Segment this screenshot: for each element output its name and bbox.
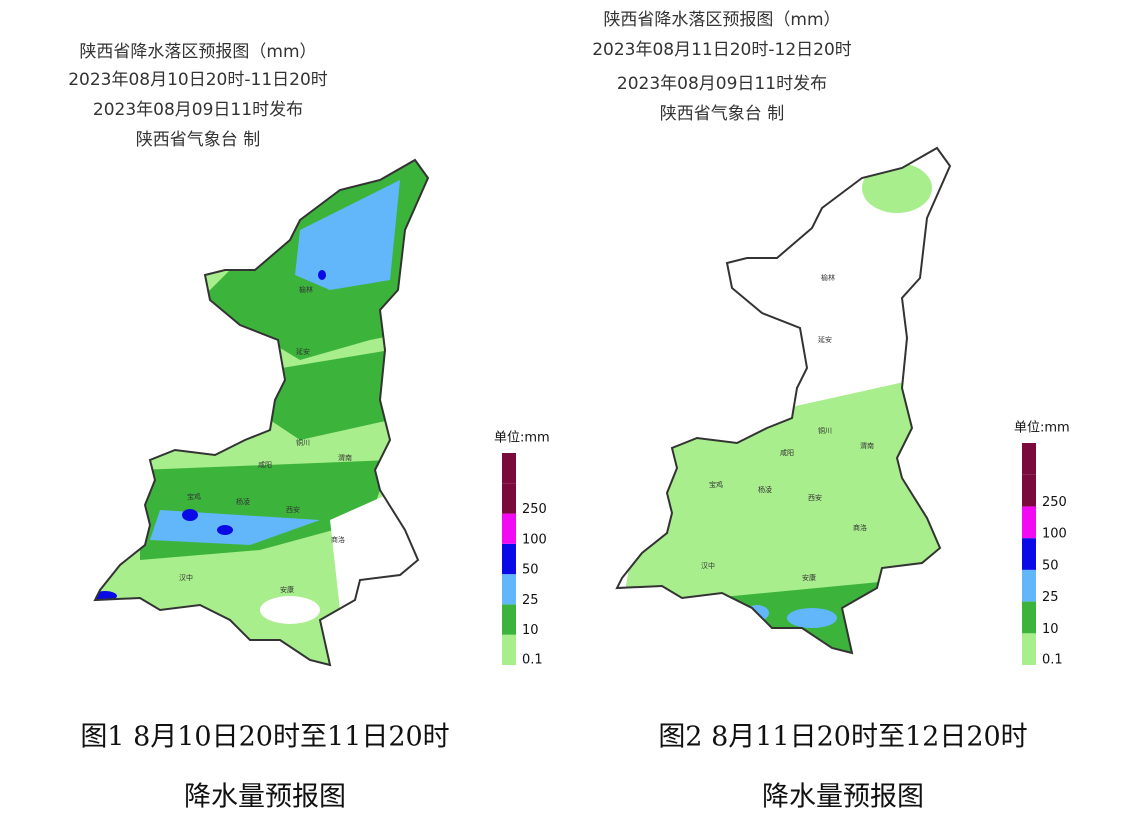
city-label: 延安 (296, 347, 310, 356)
city-label: 商洛 (331, 535, 345, 544)
legend-unit: 单位:mm (494, 431, 550, 446)
legend-swatch (502, 543, 516, 575)
city-label: 西安 (808, 493, 822, 502)
map-title: 2023年08月11日20时-12日20时 (592, 40, 852, 60)
map-title: 陕西省降水落区预报图（mm） (79, 42, 316, 62)
city-label: 宝鸡 (709, 480, 723, 489)
caption: 图1 8月10日20时至11日20时 (80, 722, 449, 753)
legend-label: 50 (1042, 558, 1059, 573)
city-label: 汉中 (179, 573, 193, 582)
map-1 (95, 160, 428, 665)
legend-label: 10 (1042, 622, 1059, 637)
legend-swatch (502, 483, 516, 514)
city-label: 西安 (286, 505, 300, 514)
legend-swatch (502, 513, 516, 544)
city-label: 咸阳 (780, 448, 794, 457)
city-label: 宝鸡 (187, 492, 201, 501)
legend-swatch (1022, 569, 1036, 602)
legend-label: 100 (1042, 527, 1067, 542)
legend-label: 50 (522, 563, 539, 578)
map-2 (616, 147, 951, 654)
legend-label: 0.1 (1042, 653, 1063, 668)
legend-swatch (1022, 538, 1036, 570)
legend-swatch (1022, 633, 1036, 665)
legend-swatch (502, 574, 516, 605)
legend-label: 250 (1042, 495, 1067, 510)
legend-swatch (502, 453, 516, 484)
legend-unit: 单位:mm (1014, 421, 1070, 436)
legend-swatch (1022, 601, 1036, 634)
city-label: 咸阳 (258, 460, 272, 469)
city-label: 延安 (818, 335, 832, 344)
legend-label: 25 (522, 593, 539, 608)
legend-swatch (1022, 474, 1036, 507)
city-label: 汉中 (701, 561, 715, 570)
map-title: 2023年08月09日11时发布 (617, 74, 827, 94)
legend-label: 250 (522, 502, 547, 517)
legend-swatch (502, 634, 516, 665)
legend-label: 10 (522, 623, 539, 638)
caption: 降水量预报图 (184, 782, 346, 813)
legend-swatch (1022, 443, 1036, 475)
map-title: 2023年08月10日20时-11日20时 (68, 70, 328, 90)
city-label: 安康 (802, 573, 816, 582)
city-label: 杨凌 (236, 497, 250, 506)
legend-label: 25 (1042, 590, 1059, 605)
legend-swatch (502, 604, 516, 635)
legend-swatch (1022, 506, 1036, 539)
city-label: 铜川 (818, 426, 832, 435)
city-label: 安康 (280, 585, 294, 594)
city-label: 铜川 (296, 438, 310, 447)
city-label: 渭南 (860, 441, 874, 450)
legend-label: 0.1 (522, 653, 543, 668)
map-title: 2023年08月09日11时发布 (93, 100, 303, 120)
legend-label: 100 (522, 532, 547, 547)
city-label: 榆林 (821, 273, 835, 282)
map-title: 陕西省降水落区预报图（mm） (603, 10, 840, 30)
caption: 图2 8月11日20时至12日20时 (658, 722, 1027, 753)
city-label: 渭南 (338, 453, 352, 462)
map-title: 陕西省气象台 制 (660, 104, 784, 124)
map-title: 陕西省气象台 制 (136, 130, 260, 150)
caption: 降水量预报图 (762, 782, 924, 813)
city-label: 商洛 (853, 523, 867, 532)
city-label: 杨凌 (758, 485, 772, 494)
city-label: 榆林 (299, 285, 313, 294)
